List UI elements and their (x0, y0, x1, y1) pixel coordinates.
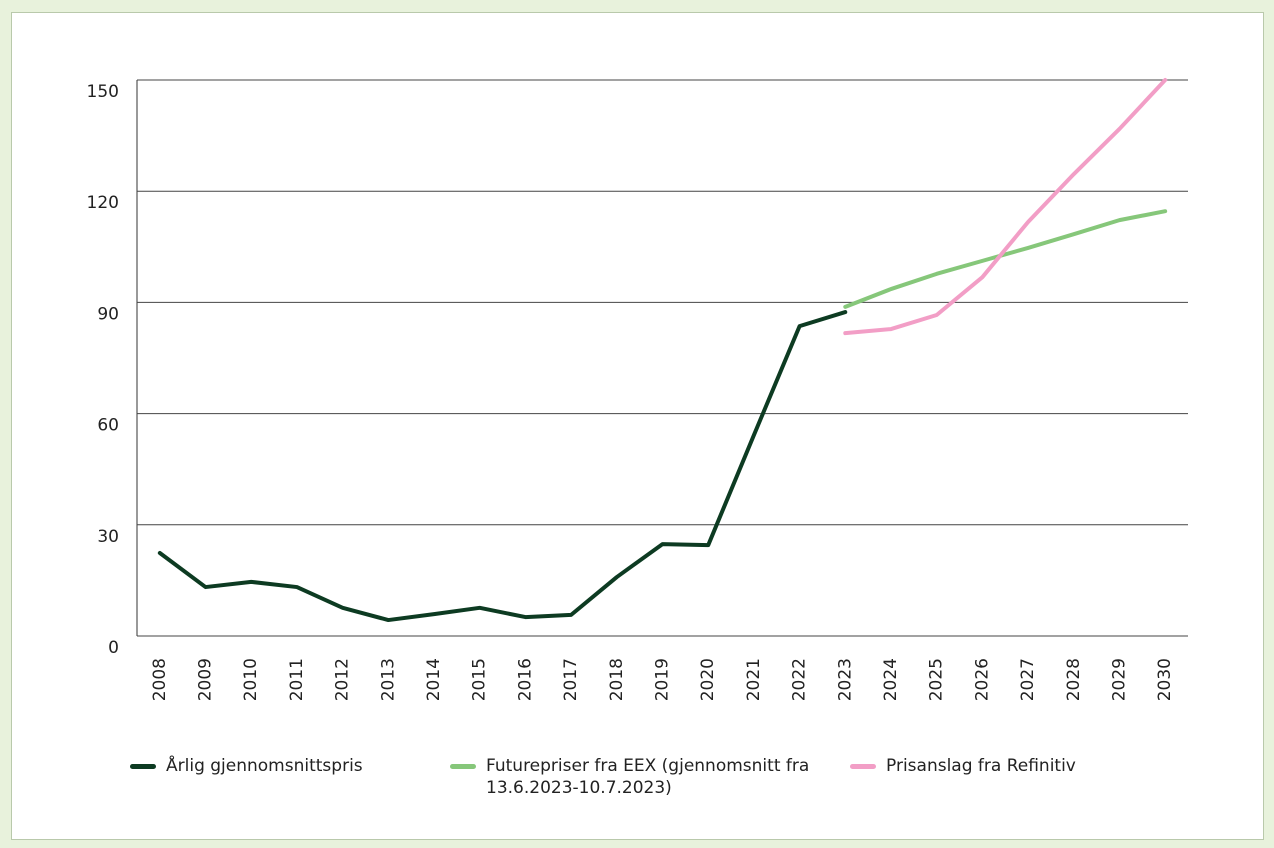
y-tick-label: 120 (87, 193, 119, 213)
x-tick-label: 2021 (744, 658, 764, 701)
line-series (843, 78, 1168, 336)
x-tick-label: 2015 (470, 658, 490, 701)
x-tick-label: 2020 (698, 658, 718, 701)
x-tick-label: 2014 (424, 658, 444, 701)
x-tick-label: 2030 (1155, 658, 1175, 701)
y-tick-label: 0 (108, 638, 119, 658)
y-tick-label: 150 (87, 82, 119, 102)
x-tick-label: 2009 (196, 658, 216, 701)
line-series (157, 310, 848, 623)
legend-swatch (850, 764, 876, 769)
y-tick-label: 60 (97, 416, 119, 436)
x-tick-label: 2027 (1018, 658, 1038, 701)
x-tick-label: 2019 (653, 658, 673, 701)
line-series (843, 209, 1168, 309)
x-tick-label: 2016 (515, 658, 535, 701)
legend-label: Futurepriser fra EEX (gjennomsnitt fra 1… (486, 756, 810, 798)
x-tick-label: 2022 (790, 658, 810, 701)
legend: Årlig gjennomsnittspris Futurepriser fra … (130, 755, 1180, 799)
x-tick-label: 2017 (561, 658, 581, 701)
x-tick-label: 2025 (927, 658, 947, 701)
legend-label: Årlig gjennomsnittspris (166, 756, 363, 776)
legend-swatch (130, 764, 156, 769)
y-tick-label: 30 (97, 527, 119, 547)
legend-swatch (450, 764, 476, 769)
legend-item: Årlig gjennomsnittspris (130, 755, 420, 799)
x-tick-label: 2023 (835, 658, 855, 701)
x-tick-label: 2029 (1109, 658, 1129, 701)
x-tick-label: 2012 (333, 658, 353, 701)
x-tick-label: 2018 (607, 658, 627, 701)
y-tick-label: 90 (97, 304, 119, 324)
x-tick-label: 2013 (378, 658, 398, 701)
legend-item: Futurepriser fra EEX (gjennomsnitt fra 1… (450, 755, 820, 799)
x-tick-label: 2026 (972, 658, 992, 701)
x-tick-label: 2010 (241, 658, 261, 701)
panel (11, 12, 1264, 840)
x-tick-label: 2008 (150, 658, 170, 701)
legend-item: Prisanslag fra Refinitiv (850, 755, 1150, 799)
x-tick-label: 2024 (881, 658, 901, 701)
legend-label: Prisanslag fra Refinitiv (886, 756, 1076, 776)
x-tick-label: 2011 (287, 658, 307, 701)
x-tick-label: 2028 (1064, 658, 1084, 701)
